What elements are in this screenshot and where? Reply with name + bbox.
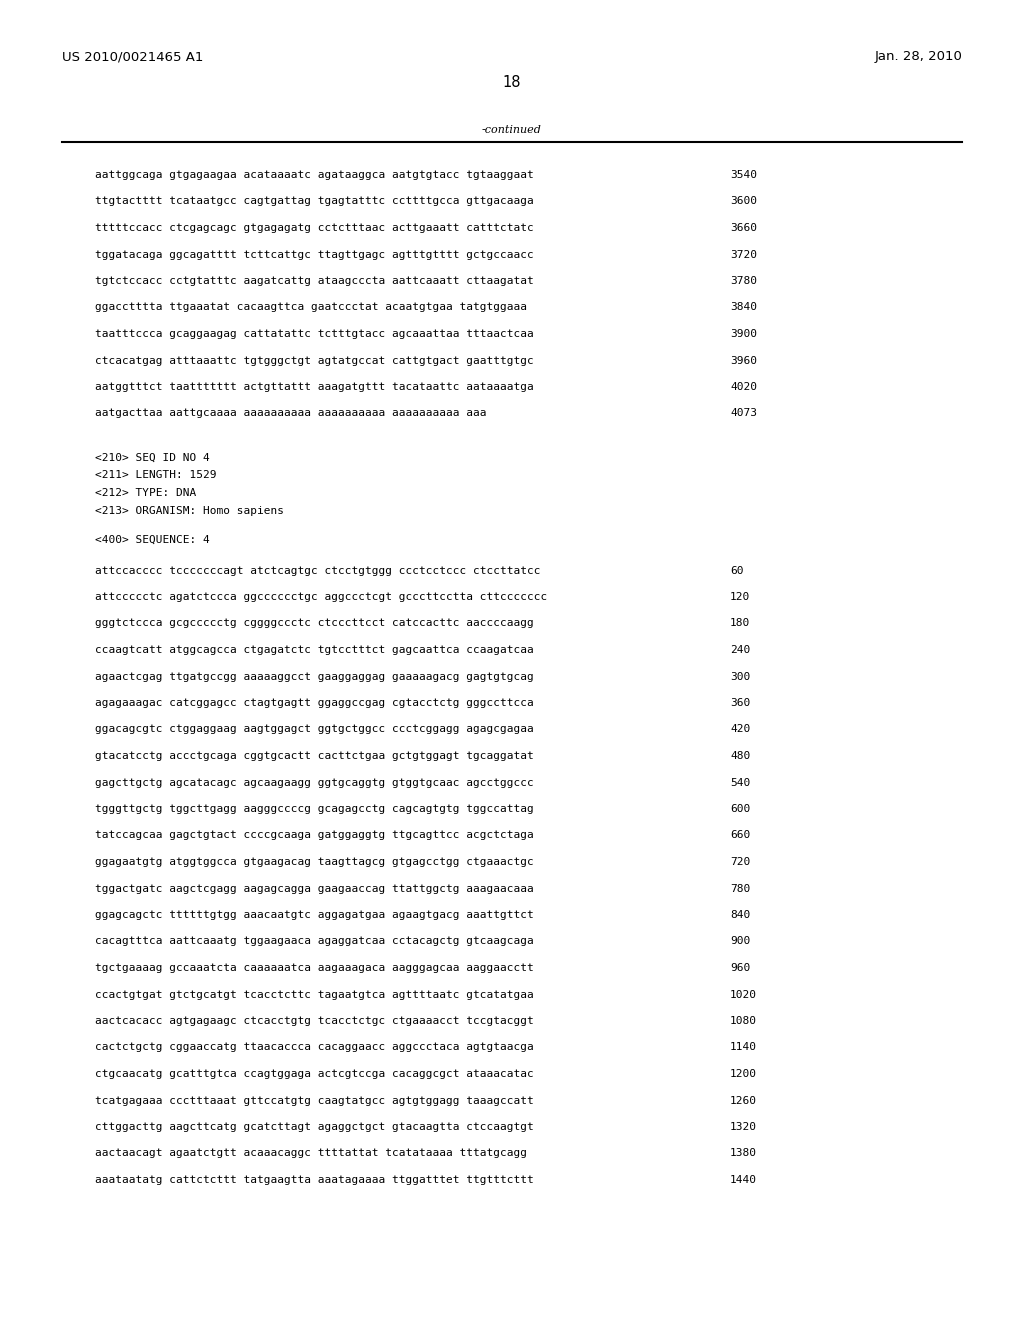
Text: 180: 180 — [730, 619, 751, 628]
Text: US 2010/0021465 A1: US 2010/0021465 A1 — [62, 50, 204, 63]
Text: gagcttgctg agcatacagc agcaagaagg ggtgcaggtg gtggtgcaac agcctggccc: gagcttgctg agcatacagc agcaagaagg ggtgcag… — [95, 777, 534, 788]
Text: 18: 18 — [503, 75, 521, 90]
Text: 1020: 1020 — [730, 990, 757, 999]
Text: aattggcaga gtgagaagaa acataaaatc agataaggca aatgtgtacc tgtaaggaat: aattggcaga gtgagaagaa acataaaatc agataag… — [95, 170, 534, 180]
Text: 3720: 3720 — [730, 249, 757, 260]
Text: 540: 540 — [730, 777, 751, 788]
Text: 660: 660 — [730, 830, 751, 841]
Text: Jan. 28, 2010: Jan. 28, 2010 — [874, 50, 962, 63]
Text: 3540: 3540 — [730, 170, 757, 180]
Text: agagaaagac catcggagcc ctagtgagtt ggaggccgag cgtacctctg gggccttcca: agagaaagac catcggagcc ctagtgagtt ggaggcc… — [95, 698, 534, 708]
Text: <210> SEQ ID NO 4: <210> SEQ ID NO 4 — [95, 453, 210, 463]
Text: 1080: 1080 — [730, 1016, 757, 1026]
Text: ctcacatgag atttaaattc tgtgggctgt agtatgccat cattgtgact gaatttgtgc: ctcacatgag atttaaattc tgtgggctgt agtatgc… — [95, 355, 534, 366]
Text: <212> TYPE: DNA: <212> TYPE: DNA — [95, 488, 197, 498]
Text: 300: 300 — [730, 672, 751, 681]
Text: 3960: 3960 — [730, 355, 757, 366]
Text: 3840: 3840 — [730, 302, 757, 313]
Text: 480: 480 — [730, 751, 751, 762]
Text: 3780: 3780 — [730, 276, 757, 286]
Text: 3660: 3660 — [730, 223, 757, 234]
Text: attccccctc agatctccca ggcccccctgc aggccctcgt gcccttcctta cttccccccc: attccccctc agatctccca ggcccccctgc aggccc… — [95, 591, 547, 602]
Text: 780: 780 — [730, 883, 751, 894]
Text: 360: 360 — [730, 698, 751, 708]
Text: 1200: 1200 — [730, 1069, 757, 1078]
Text: ccaagtcatt atggcagcca ctgagatctc tgtcctttct gagcaattca ccaagatcaa: ccaagtcatt atggcagcca ctgagatctc tgtcctt… — [95, 645, 534, 655]
Text: 3900: 3900 — [730, 329, 757, 339]
Text: taatttccca gcaggaagag cattatattc tctttgtacc agcaaattaa tttaactcaa: taatttccca gcaggaagag cattatattc tctttgt… — [95, 329, 534, 339]
Text: 60: 60 — [730, 565, 743, 576]
Text: 960: 960 — [730, 964, 751, 973]
Text: <211> LENGTH: 1529: <211> LENGTH: 1529 — [95, 470, 216, 480]
Text: -continued: -continued — [482, 125, 542, 135]
Text: ggagcagctc ttttttgtgg aaacaatgtc aggagatgaa agaagtgacg aaattgttct: ggagcagctc ttttttgtgg aaacaatgtc aggagat… — [95, 909, 534, 920]
Text: 120: 120 — [730, 591, 751, 602]
Text: 1320: 1320 — [730, 1122, 757, 1133]
Text: cacagtttca aattcaaatg tggaagaaca agaggatcaa cctacagctg gtcaagcaga: cacagtttca aattcaaatg tggaagaaca agaggat… — [95, 936, 534, 946]
Text: aaataatatg cattctcttt tatgaagtta aaatagaaaa ttggatttet ttgtttcttt: aaataatatg cattctcttt tatgaagtta aaataga… — [95, 1175, 534, 1185]
Text: tttttccacc ctcgagcagc gtgagagatg cctctttaac acttgaaatt catttctatc: tttttccacc ctcgagcagc gtgagagatg cctcttt… — [95, 223, 534, 234]
Text: 240: 240 — [730, 645, 751, 655]
Text: <400> SEQUENCE: 4: <400> SEQUENCE: 4 — [95, 535, 210, 545]
Text: 720: 720 — [730, 857, 751, 867]
Text: aatgacttaa aattgcaaaa aaaaaaaaaa aaaaaaaaaa aaaaaaaaaa aaa: aatgacttaa aattgcaaaa aaaaaaaaaa aaaaaaa… — [95, 408, 486, 418]
Text: 600: 600 — [730, 804, 751, 814]
Text: attccacccc tcccccccagt atctcagtgc ctcctgtggg ccctcctccc ctccttatcc: attccacccc tcccccccagt atctcagtgc ctcctg… — [95, 565, 541, 576]
Text: ttgtactttt tcataatgcc cagtgattag tgagtatttc ccttttgcca gttgacaaga: ttgtactttt tcataatgcc cagtgattag tgagtat… — [95, 197, 534, 206]
Text: 1380: 1380 — [730, 1148, 757, 1159]
Text: agaactcgag ttgatgccgg aaaaaggcct gaaggaggag gaaaaagacg gagtgtgcag: agaactcgag ttgatgccgg aaaaaggcct gaaggag… — [95, 672, 534, 681]
Text: cttggacttg aagcttcatg gcatcttagt agaggctgct gtacaagtta ctccaagtgt: cttggacttg aagcttcatg gcatcttagt agaggct… — [95, 1122, 534, 1133]
Text: aatggtttct taattttttt actgttattt aaagatgttt tacataattc aataaaatga: aatggtttct taattttttt actgttattt aaagatg… — [95, 381, 534, 392]
Text: tgggttgctg tggcttgagg aagggccccg gcagagcctg cagcagtgtg tggccattag: tgggttgctg tggcttgagg aagggccccg gcagagc… — [95, 804, 534, 814]
Text: aactaacagt agaatctgtt acaaacaggc ttttattat tcatataaaa tttatgcagg: aactaacagt agaatctgtt acaaacaggc ttttatt… — [95, 1148, 527, 1159]
Text: tcatgagaaa ccctttaaat gttccatgtg caagtatgcc agtgtggagg taaagccatt: tcatgagaaa ccctttaaat gttccatgtg caagtat… — [95, 1096, 534, 1106]
Text: 4020: 4020 — [730, 381, 757, 392]
Text: 1260: 1260 — [730, 1096, 757, 1106]
Text: 3600: 3600 — [730, 197, 757, 206]
Text: tgtctccacc cctgtatttc aagatcattg ataagcccta aattcaaatt cttaagatat: tgtctccacc cctgtatttc aagatcattg ataagcc… — [95, 276, 534, 286]
Text: ggagaatgtg atggtggcca gtgaagacag taagttagcg gtgagcctgg ctgaaactgc: ggagaatgtg atggtggcca gtgaagacag taagtta… — [95, 857, 534, 867]
Text: ggacctttta ttgaaatat cacaagttca gaatccctat acaatgtgaa tatgtggaaa: ggacctttta ttgaaatat cacaagttca gaatccct… — [95, 302, 527, 313]
Text: 1440: 1440 — [730, 1175, 757, 1185]
Text: ctgcaacatg gcatttgtca ccagtggaga actcgtccga cacaggcgct ataaacatac: ctgcaacatg gcatttgtca ccagtggaga actcgtc… — [95, 1069, 534, 1078]
Text: <213> ORGANISM: Homo sapiens: <213> ORGANISM: Homo sapiens — [95, 506, 284, 516]
Text: ccactgtgat gtctgcatgt tcacctcttc tagaatgtca agttttaatc gtcatatgaa: ccactgtgat gtctgcatgt tcacctcttc tagaatg… — [95, 990, 534, 999]
Text: 1140: 1140 — [730, 1043, 757, 1052]
Text: 900: 900 — [730, 936, 751, 946]
Text: aactcacacc agtgagaagc ctcacctgtg tcacctctgc ctgaaaacct tccgtacggt: aactcacacc agtgagaagc ctcacctgtg tcacctc… — [95, 1016, 534, 1026]
Text: 4073: 4073 — [730, 408, 757, 418]
Text: tggatacaga ggcagatttt tcttcattgc ttagttgagc agtttgtttt gctgccaacc: tggatacaga ggcagatttt tcttcattgc ttagttg… — [95, 249, 534, 260]
Text: tatccagcaa gagctgtact ccccgcaaga gatggaggtg ttgcagttcc acgctctaga: tatccagcaa gagctgtact ccccgcaaga gatggag… — [95, 830, 534, 841]
Text: 420: 420 — [730, 725, 751, 734]
Text: gggtctccca gcgccccctg cggggccctc ctcccttcct catccacttc aaccccaagg: gggtctccca gcgccccctg cggggccctc ctccctt… — [95, 619, 534, 628]
Text: ggacagcgtc ctggaggaag aagtggagct ggtgctggcc ccctcggagg agagcgagaa: ggacagcgtc ctggaggaag aagtggagct ggtgctg… — [95, 725, 534, 734]
Text: gtacatcctg accctgcaga cggtgcactt cacttctgaa gctgtggagt tgcaggatat: gtacatcctg accctgcaga cggtgcactt cacttct… — [95, 751, 534, 762]
Text: tggactgatc aagctcgagg aagagcagga gaagaaccag ttattggctg aaagaacaaa: tggactgatc aagctcgagg aagagcagga gaagaac… — [95, 883, 534, 894]
Text: tgctgaaaag gccaaatcta caaaaaatca aagaaagaca aagggagcaa aaggaacctt: tgctgaaaag gccaaatcta caaaaaatca aagaaag… — [95, 964, 534, 973]
Text: cactctgctg cggaaccatg ttaacaccca cacaggaacc aggccctaca agtgtaacga: cactctgctg cggaaccatg ttaacaccca cacagga… — [95, 1043, 534, 1052]
Text: 840: 840 — [730, 909, 751, 920]
